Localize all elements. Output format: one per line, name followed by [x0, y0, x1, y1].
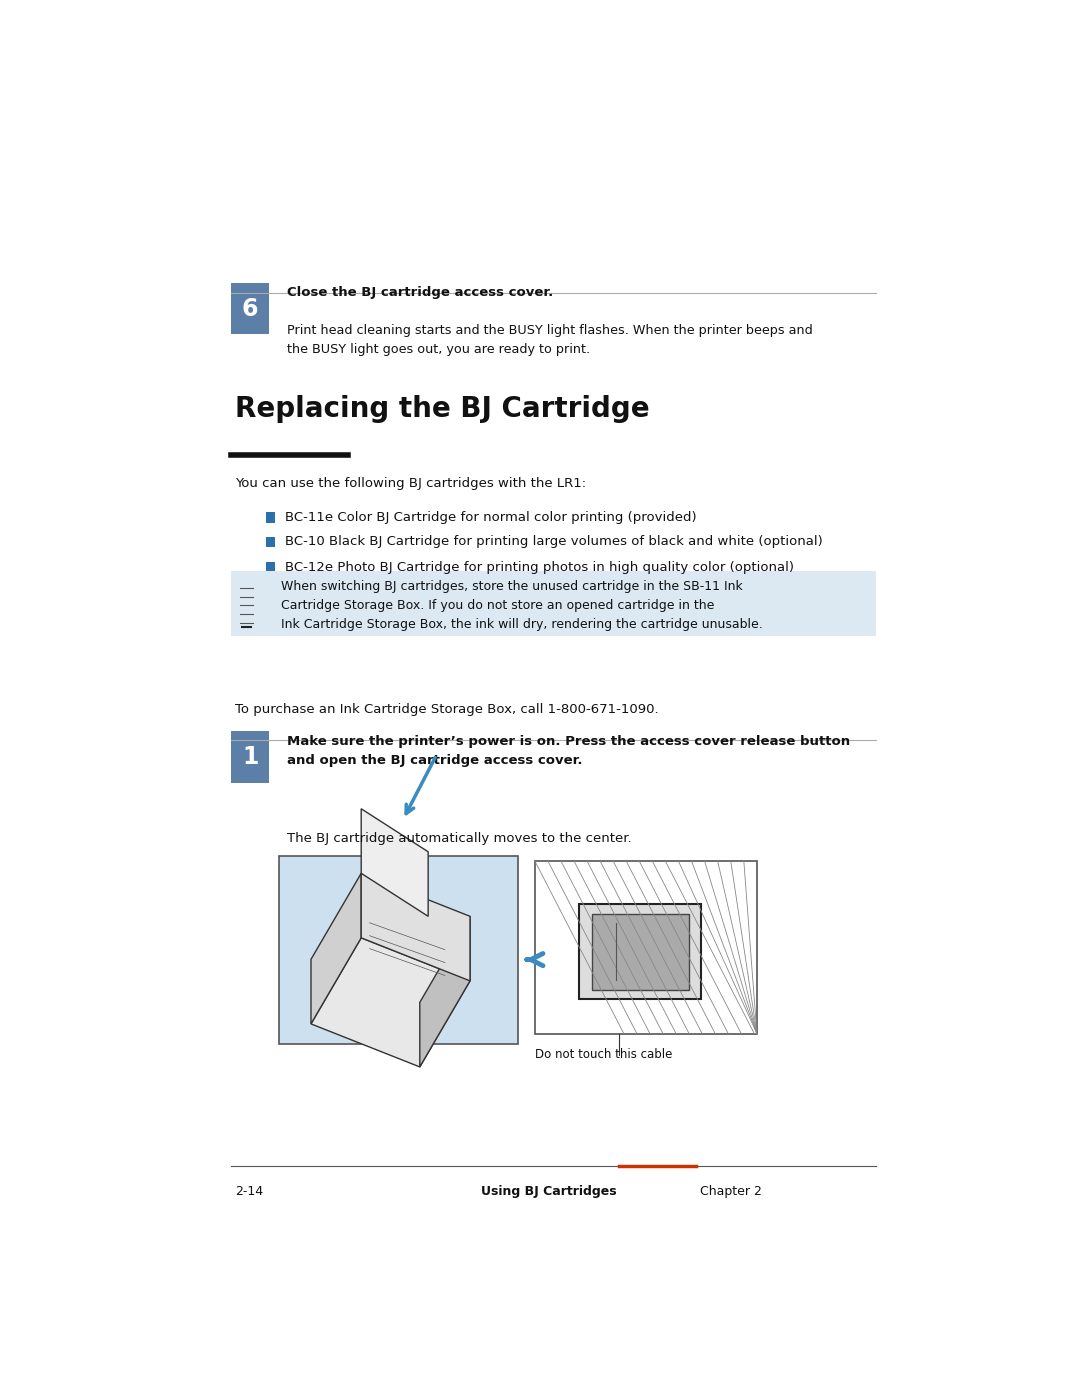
- Polygon shape: [311, 873, 361, 1024]
- Text: Using BJ Cartridges: Using BJ Cartridges: [481, 1185, 617, 1199]
- Text: Chapter 2: Chapter 2: [700, 1185, 761, 1199]
- Bar: [231, 571, 876, 636]
- Text: and open the BJ cartridge access cover.: and open the BJ cartridge access cover.: [287, 754, 583, 767]
- Polygon shape: [420, 916, 470, 1067]
- Text: BC-10 Black BJ Cartridge for printing large volumes of black and white (optional: BC-10 Black BJ Cartridge for printing la…: [285, 535, 823, 549]
- Text: the BUSY light goes out, you are ready to print.: the BUSY light goes out, you are ready t…: [287, 344, 591, 356]
- Text: BC-11e Color BJ Cartridge for normal color printing (provided): BC-11e Color BJ Cartridge for normal col…: [285, 511, 697, 524]
- Text: You can use the following BJ cartridges with the LR1:: You can use the following BJ cartridges …: [235, 478, 586, 490]
- Text: 6: 6: [242, 296, 258, 320]
- Polygon shape: [361, 873, 470, 981]
- Bar: [279, 856, 517, 1045]
- Bar: [580, 904, 701, 999]
- Text: The BJ cartridge automatically moves to the center.: The BJ cartridge automatically moves to …: [287, 833, 632, 845]
- Text: Do not touch this cable: Do not touch this cable: [535, 1048, 673, 1060]
- Text: Close the BJ cartridge access cover.: Close the BJ cartridge access cover.: [287, 286, 554, 299]
- Bar: [231, 731, 269, 782]
- Bar: [267, 536, 274, 548]
- Polygon shape: [361, 809, 428, 916]
- Text: BC-12e Photo BJ Cartridge for printing photos in high quality color (optional): BC-12e Photo BJ Cartridge for printing p…: [285, 562, 794, 574]
- Text: Cartridge Storage Box. If you do not store an opened cartridge in the: Cartridge Storage Box. If you do not sto…: [282, 599, 715, 612]
- Text: 1: 1: [242, 745, 258, 770]
- Bar: [231, 282, 269, 334]
- Bar: [592, 914, 689, 989]
- Text: Print head cleaning starts and the BUSY light flashes. When the printer beeps an: Print head cleaning starts and the BUSY …: [287, 324, 813, 337]
- Polygon shape: [311, 937, 470, 1067]
- Bar: [267, 563, 274, 573]
- Text: When switching BJ cartridges, store the unused cartridge in the SB-11 Ink: When switching BJ cartridges, store the …: [282, 580, 743, 592]
- Text: Replacing the BJ Cartridge: Replacing the BJ Cartridge: [235, 394, 650, 422]
- Text: Ink Cartridge Storage Box, the ink will dry, rendering the cartridge unusable.: Ink Cartridge Storage Box, the ink will …: [282, 619, 764, 631]
- Bar: [267, 511, 274, 522]
- Bar: [535, 862, 757, 1034]
- Text: 2-14: 2-14: [235, 1185, 264, 1199]
- Text: Make sure the printer’s power is on. Press the access cover release button: Make sure the printer’s power is on. Pre…: [287, 735, 850, 747]
- Text: To purchase an Ink Cartridge Storage Box, call 1-800-671-1090.: To purchase an Ink Cartridge Storage Box…: [235, 703, 659, 717]
